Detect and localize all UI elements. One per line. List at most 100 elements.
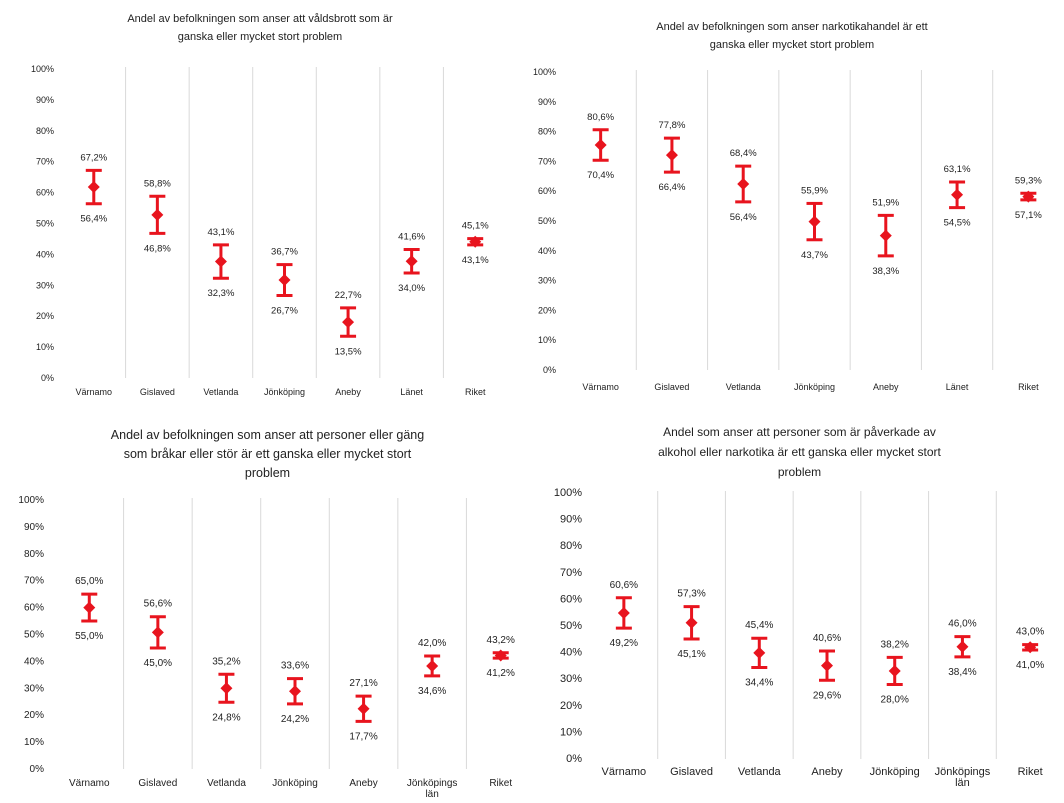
midpoint-marker: [405, 255, 418, 268]
midpoint-marker: [1022, 190, 1035, 203]
midpoint-marker: [594, 139, 607, 152]
y-tick-label: 30%: [538, 276, 556, 286]
y-tick-label: 20%: [560, 700, 582, 712]
y-tick-label: 0%: [543, 365, 556, 375]
y-tick-label: 100%: [533, 67, 556, 77]
midpoint-marker: [214, 255, 227, 268]
chart-title-line: alkohol eller narkotika är ett ganska el…: [658, 445, 941, 459]
y-tick-label: 50%: [24, 630, 44, 641]
lower-value-label: 34,4%: [745, 677, 773, 688]
upper-value-label: 55,9%: [801, 185, 828, 196]
midpoint-marker: [808, 215, 821, 228]
x-category-label: Länet: [400, 387, 423, 397]
x-category-label: Jönköping: [794, 382, 835, 392]
x-category-label: Jönköping: [264, 387, 305, 397]
lower-value-label: 41,0%: [1016, 660, 1044, 671]
midpoint-marker: [342, 316, 355, 329]
y-tick-label: 80%: [538, 127, 556, 137]
lower-value-label: 26,7%: [271, 305, 298, 316]
lower-value-label: 56,4%: [80, 214, 107, 225]
x-category-label: Riket: [489, 778, 512, 789]
chart-title: Andel av befolkningen som anser att pers…: [0, 426, 535, 483]
x-category-label: Länet: [946, 382, 969, 392]
midpoint-marker: [220, 682, 233, 695]
x-category-label: Jönköpings: [407, 778, 458, 789]
x-category-label: Vetlanda: [203, 387, 238, 397]
chart-title: Andel som anser att personer som är påve…: [535, 422, 1064, 482]
x-category-label: Värnamo: [69, 778, 110, 789]
midpoint-marker: [888, 664, 901, 677]
x-category-label: län: [955, 777, 970, 789]
y-tick-label: 0%: [566, 753, 582, 765]
y-tick-label: 10%: [560, 726, 582, 738]
lower-value-label: 28,0%: [881, 695, 909, 706]
lower-value-label: 24,2%: [281, 714, 309, 725]
y-tick-label: 40%: [560, 647, 582, 659]
midpoint-marker: [289, 685, 301, 698]
upper-value-label: 22,7%: [335, 290, 362, 301]
lower-value-label: 70,4%: [587, 170, 614, 181]
lower-value-label: 24,8%: [212, 712, 240, 723]
upper-value-label: 67,2%: [80, 152, 107, 163]
lower-value-label: 57,1%: [1015, 210, 1042, 221]
upper-value-label: 77,8%: [658, 120, 685, 131]
midpoint-marker: [956, 640, 969, 653]
midpoint-marker: [665, 149, 678, 162]
upper-value-label: 80,6%: [587, 112, 614, 123]
upper-value-label: 59,3%: [1015, 175, 1042, 186]
chart-plot: 0% 10% 20% 30% 40% 50% 60% 70% 80% 90% 100% Värnamo…: [18, 495, 515, 800]
midpoint-marker: [151, 626, 164, 639]
x-category-label: Aneby: [349, 778, 377, 789]
chart-vaaldsbrott: Andel av befolkningen som anser att våld…: [0, 0, 520, 402]
lower-value-label: 54,5%: [944, 218, 971, 229]
upper-value-label: 43,2%: [487, 635, 515, 646]
y-tick-label: 20%: [538, 305, 556, 315]
y-tick-label: 50%: [560, 620, 582, 632]
y-tick-label: 100%: [31, 64, 54, 74]
chart-plot: 0% 10% 20% 30% 40% 50% 60% 70% 80% 90% 100% Värnamo…: [533, 67, 1042, 392]
lower-value-label: 46,8%: [144, 243, 171, 254]
x-category-label: Vetlanda: [207, 778, 246, 789]
y-tick-label: 50%: [538, 216, 556, 226]
midpoint-marker: [426, 659, 439, 672]
lower-value-label: 29,6%: [813, 690, 841, 701]
y-tick-label: 80%: [36, 126, 54, 136]
y-tick-label: 70%: [36, 157, 54, 167]
y-tick-label: 100%: [554, 487, 582, 499]
x-category-label: Jönköping: [870, 766, 920, 778]
x-category-label: Gislaved: [654, 382, 689, 392]
x-category-label: Gislaved: [670, 766, 713, 778]
midpoint-marker: [685, 616, 698, 629]
x-category-label: Jönköpings: [935, 766, 991, 778]
y-tick-label: 30%: [560, 673, 582, 685]
midpoint-marker: [753, 646, 766, 659]
chart-title-line: Andel av befolkningen som anser att våld…: [127, 13, 393, 25]
y-tick-label: 40%: [538, 246, 556, 256]
y-tick-label: 70%: [538, 156, 556, 166]
midpoint-marker: [617, 606, 630, 619]
x-category-label: Värnamo: [582, 382, 619, 392]
x-category-label: Riket: [465, 387, 486, 397]
chart-title-line: Andel av befolkningen som anser att pers…: [110, 428, 425, 442]
y-tick-label: 80%: [560, 540, 582, 552]
y-tick-label: 30%: [24, 683, 44, 694]
x-category-label: Vetlanda: [738, 766, 782, 778]
upper-value-label: 40,6%: [813, 633, 841, 644]
lower-value-label: 45,0%: [144, 658, 172, 669]
y-tick-label: 80%: [24, 549, 44, 560]
midpoint-marker: [87, 181, 100, 194]
chart-title-line: ganska eller mycket stort problem: [177, 31, 343, 43]
y-tick-label: 10%: [24, 737, 44, 748]
lower-value-label: 17,7%: [349, 731, 377, 742]
upper-value-label: 63,1%: [944, 164, 971, 175]
x-category-label: Gislaved: [138, 778, 177, 789]
chart-title: Andel av befolkningen som anser narkotik…: [520, 18, 1064, 54]
chart-title-line: Andel som anser att personer som är påve…: [663, 425, 936, 439]
y-tick-label: 60%: [538, 186, 556, 196]
y-tick-label: 100%: [18, 495, 44, 506]
y-tick-label: 50%: [36, 219, 54, 229]
y-tick-label: 90%: [560, 514, 582, 526]
upper-value-label: 38,2%: [881, 639, 909, 650]
upper-value-label: 65,0%: [75, 576, 103, 587]
x-category-label: Gislaved: [140, 387, 175, 397]
